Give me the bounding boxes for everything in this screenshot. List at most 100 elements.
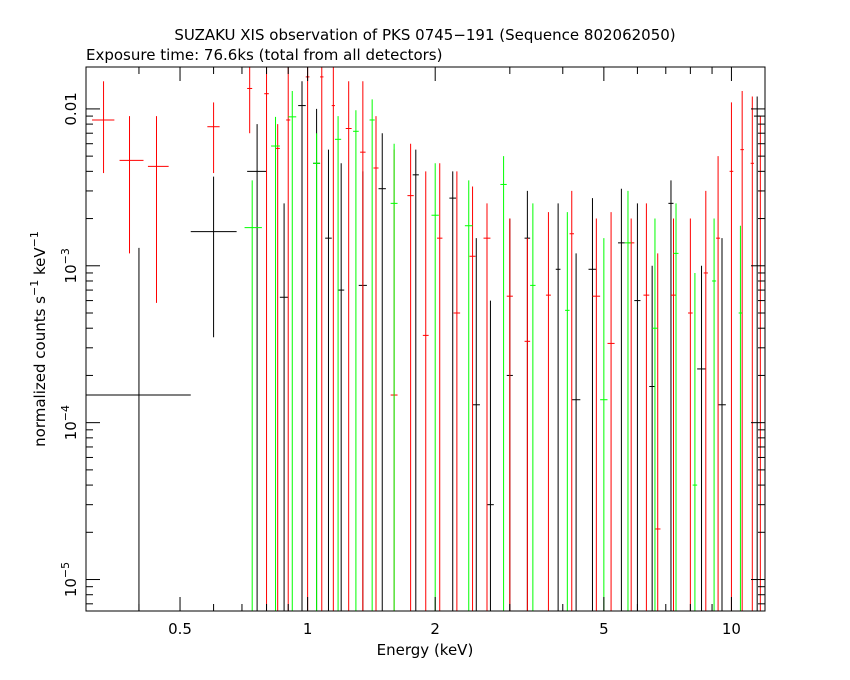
data-point (247, 124, 267, 611)
data-point (325, 149, 332, 611)
y-axis-label-sup-2: −1 (28, 231, 41, 247)
data-point (588, 198, 597, 611)
data-point (654, 253, 661, 611)
data-point (592, 218, 601, 611)
data-point (369, 99, 375, 611)
data-point (275, 124, 280, 611)
data-point (692, 272, 698, 611)
data-point (92, 81, 115, 174)
data-point (643, 203, 650, 611)
series-layer (86, 67, 762, 611)
data-point (378, 133, 386, 611)
data-point (718, 238, 726, 611)
data-point (390, 143, 398, 611)
data-point (486, 300, 494, 611)
data-point (190, 176, 237, 338)
x-tick-label: 10 (722, 620, 741, 638)
data-point (264, 67, 269, 611)
data-point (758, 116, 762, 611)
data-point (431, 163, 439, 611)
data-point (670, 218, 677, 611)
chart-subtitle: Exposure time: 76.6ks (total from all de… (86, 46, 442, 64)
series-1 (92, 67, 762, 611)
data-point (565, 212, 570, 611)
series-2 (244, 91, 743, 611)
data-point (119, 116, 144, 254)
data-point (244, 180, 262, 611)
data-point (750, 96, 754, 611)
data-point (313, 133, 321, 611)
y-axis-label-sup-1: −1 (28, 280, 41, 296)
data-point (279, 203, 289, 611)
data-point (469, 186, 476, 611)
data-point (483, 203, 491, 611)
x-tick-label: 1 (303, 620, 313, 638)
data-point (652, 218, 658, 611)
data-point (738, 225, 743, 611)
data-point (334, 116, 342, 611)
data-point (271, 116, 280, 611)
y-axis-label: normalized counts s−1 keV−1 (28, 231, 49, 447)
data-point (407, 143, 414, 611)
data-point (298, 81, 306, 611)
data-point (634, 203, 641, 611)
data-point (716, 156, 721, 611)
data-point (545, 212, 551, 611)
data-point (624, 190, 632, 611)
data-point (649, 265, 655, 611)
data-point (305, 67, 310, 611)
data-point (753, 96, 761, 611)
data-point (453, 171, 461, 611)
x-tick-label: 0.5 (168, 620, 192, 638)
x-tick-label: 2 (430, 620, 440, 638)
x-axis-label: Energy (keV) (377, 641, 474, 659)
data-point (412, 149, 419, 611)
data-point (247, 67, 253, 134)
plot-frame (85, 66, 766, 612)
x-tick-label: 5 (599, 620, 609, 638)
data-point (345, 81, 352, 611)
data-point (500, 156, 507, 611)
data-point (530, 203, 536, 611)
data-point (449, 171, 457, 611)
data-point (673, 203, 679, 611)
data-point (569, 190, 574, 611)
data-point (627, 218, 635, 611)
data-point (740, 91, 744, 611)
data-point (373, 116, 379, 611)
y-tick-label: 10−4 (59, 405, 80, 440)
data-point (286, 67, 291, 611)
data-point (288, 91, 297, 611)
data-point (703, 190, 708, 611)
data-point (338, 163, 345, 611)
data-point (320, 67, 324, 611)
y-axis-label-mid: keV (31, 247, 49, 280)
data-point (600, 238, 608, 611)
chart-title: SUZAKU XIS observation of PKS 0745−191 (… (174, 26, 675, 44)
data-point (437, 163, 443, 611)
data-point (472, 238, 480, 611)
data-point (688, 218, 693, 611)
series-0 (86, 81, 761, 611)
data-point (207, 102, 220, 174)
data-point (464, 180, 473, 611)
data-point (506, 218, 513, 611)
data-point (697, 265, 706, 611)
data-point (422, 171, 429, 611)
data-point (331, 67, 335, 611)
y-tick-label: 0.01 (62, 92, 80, 125)
data-point (524, 238, 531, 611)
data-point (555, 203, 561, 611)
data-point (571, 253, 581, 611)
axis-layer: 0.5 1 2 5 10 0.01 10−3 10−4 10−5 (59, 67, 765, 638)
data-point (668, 180, 674, 611)
data-point (729, 102, 734, 611)
data-point (86, 247, 191, 611)
y-axis-label-base: normalized counts s (31, 296, 49, 447)
data-point (712, 218, 717, 611)
y-tick-label: 10−5 (59, 562, 80, 597)
data-point (353, 110, 359, 611)
data-point (607, 212, 615, 611)
data-point (360, 81, 366, 611)
